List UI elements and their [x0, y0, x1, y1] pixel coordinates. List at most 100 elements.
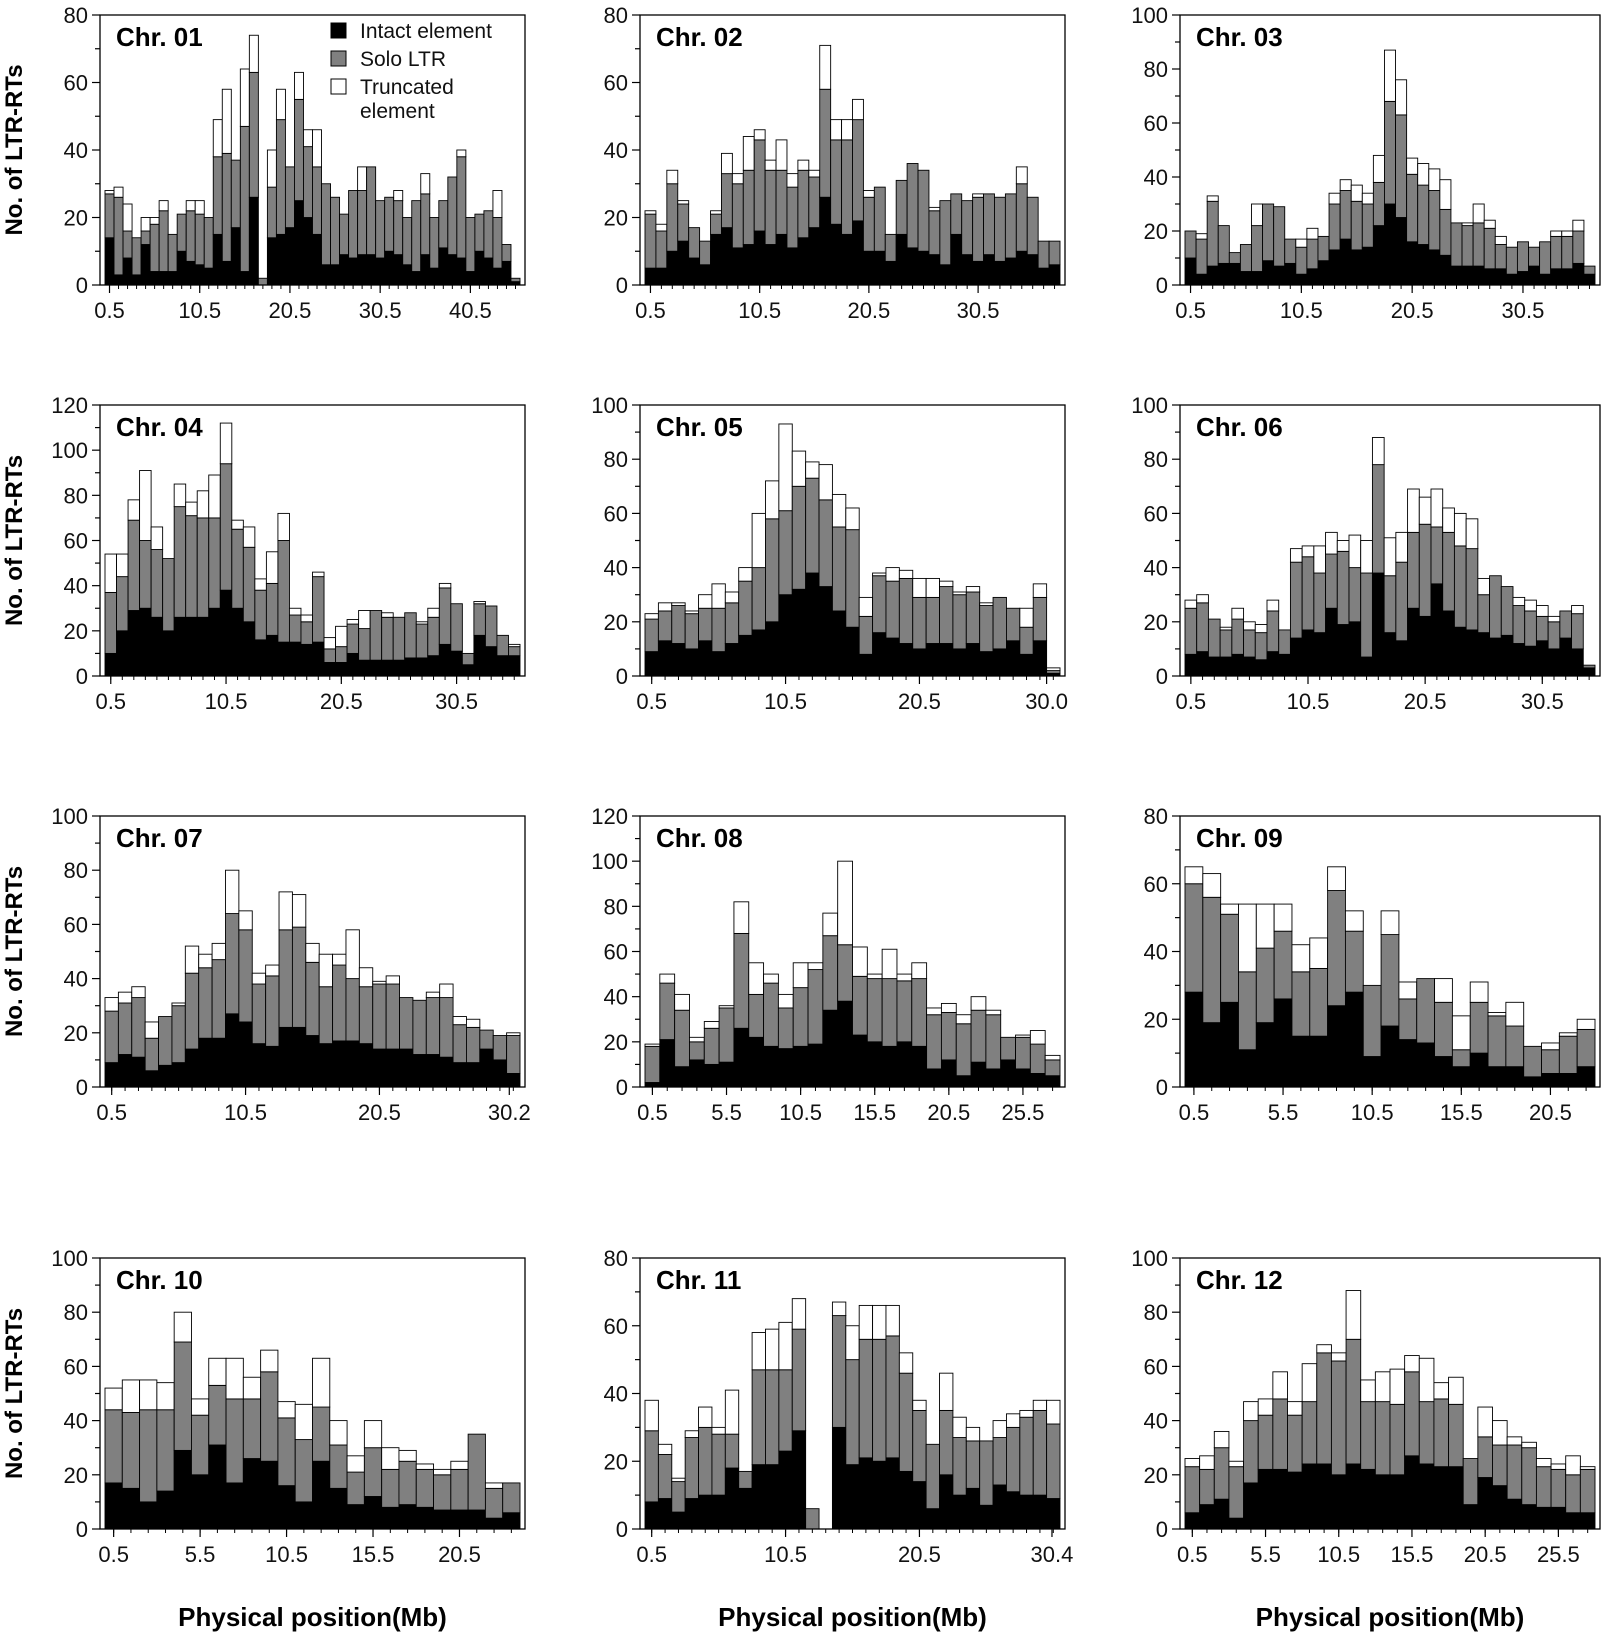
bar-intact-5 [158, 1064, 173, 1088]
bar-solo-8 [738, 580, 753, 636]
bar-truncated-19 [1395, 531, 1409, 563]
bar-intact-29 [1494, 268, 1507, 286]
bar-intact-23 [1428, 249, 1441, 286]
bar-solo-15 [1434, 1001, 1453, 1057]
bar-intact-3 [1206, 265, 1219, 286]
bar-truncated-13 [1325, 531, 1338, 555]
bar-solo-13 [1317, 235, 1330, 262]
bar-solo-13 [265, 975, 280, 1047]
bar-solo-14 [278, 929, 293, 1028]
bar-solo-1 [1184, 883, 1204, 993]
bar-solo-22 [925, 596, 940, 644]
bar-truncated-24 [985, 1009, 1002, 1016]
bar-truncated-3 [1220, 903, 1239, 915]
bar-truncated-6 [191, 1398, 210, 1416]
bar-intact-11 [277, 1485, 296, 1530]
bar-solo-14 [786, 186, 799, 249]
bar-solo-11 [1301, 556, 1315, 631]
bar-intact-7 [173, 616, 187, 677]
bar-intact-36 [1572, 262, 1585, 286]
bar-truncated-11 [194, 200, 205, 215]
bar-truncated-18 [872, 572, 887, 577]
bar-intact-26 [1550, 1506, 1567, 1530]
bar-intact-10 [225, 1013, 240, 1088]
bar-solo-30 [1505, 246, 1518, 275]
bar-solo-15 [831, 1315, 847, 1428]
y-tick-label: 80 [1144, 1300, 1168, 1325]
y-tick-label: 40 [604, 138, 628, 163]
bar-truncated-31 [1046, 667, 1061, 672]
bar-solo-12 [294, 1439, 313, 1503]
bar-intact-26 [917, 250, 930, 286]
bar-solo-1 [104, 1010, 119, 1064]
bar-solo-22 [1417, 184, 1430, 245]
bar-solo-1 [644, 213, 657, 269]
bar-intact-19 [885, 1457, 900, 1530]
bar-intact-34 [1550, 268, 1563, 286]
bar-truncated-13 [775, 139, 788, 171]
bar-truncated-25 [1465, 518, 1479, 550]
x-tick-label: 0.5 [96, 1100, 127, 1125]
bar-solo-29 [427, 616, 440, 657]
bar-solo-24 [412, 999, 427, 1055]
bar-solo-5 [698, 607, 713, 642]
bar-truncated-17 [1469, 981, 1489, 1003]
bar-intact-26 [1461, 265, 1474, 286]
chart-panel-5: 0 20 40 60 80 100 0.5 10.5 20.5 30.0 Chr. 05 [591, 393, 1068, 714]
bar-solo-11 [1362, 984, 1382, 1057]
bar-intact-21 [335, 662, 348, 677]
bar-intact-24 [952, 1494, 967, 1530]
bar-truncated-9 [1301, 1363, 1318, 1403]
bar-solo-30 [1032, 596, 1048, 642]
bar-truncated-31 [506, 1032, 521, 1036]
bar-solo-34 [484, 605, 498, 648]
bar-solo-1 [104, 1409, 123, 1484]
legend-swatch-intact [330, 22, 347, 39]
bar-solo-19 [1395, 561, 1409, 642]
bar-truncated-23 [484, 1482, 504, 1489]
bar-truncated-7 [724, 591, 740, 604]
bar-truncated-3 [674, 993, 690, 1011]
bar-intact-23 [1576, 1066, 1596, 1088]
bar-solo-20 [898, 1372, 914, 1472]
bar-truncated-9 [211, 942, 226, 961]
bar-intact-20 [1462, 1504, 1479, 1530]
x-tick-label: 10.5 [764, 1542, 807, 1567]
chart-panel-7: 0 20 40 60 80 100 0.5 10.5 20.5 30.2 Chr. 07 [51, 804, 530, 1125]
x-tick-label: 15.5 [352, 1542, 395, 1567]
bar-solo-6 [699, 240, 711, 266]
bar-solo-17 [248, 71, 259, 198]
bar-solo-15 [1389, 1403, 1406, 1476]
bar-solo-37 [1583, 265, 1596, 275]
bar-solo-9 [1278, 629, 1291, 655]
bar-solo-8 [748, 993, 765, 1038]
y-tick-label: 0 [76, 273, 88, 298]
bar-intact-12 [1345, 1463, 1362, 1530]
bar-intact-3 [666, 250, 679, 286]
bar-truncated-13 [312, 1357, 331, 1408]
bar-solo-13 [822, 935, 839, 1011]
bar-intact-1 [104, 237, 115, 286]
bar-truncated-40 [456, 149, 467, 158]
bar-solo-2 [116, 576, 129, 632]
bar-solo-12 [1306, 238, 1319, 270]
x-tick-label: 20.5 [320, 689, 363, 714]
bar-solo-13 [805, 1508, 820, 1530]
bar-solo-4 [684, 1437, 699, 1499]
x-tick-label: 20.5 [1404, 689, 1447, 714]
bar-solo-2 [1202, 896, 1222, 1024]
bar-truncated-13 [212, 119, 223, 158]
x-tick-label: 20.5 [898, 689, 941, 714]
bar-truncated-11 [1330, 1352, 1347, 1362]
bar-intact-2 [117, 1054, 133, 1088]
bar-truncated-9 [751, 1332, 766, 1371]
bar-truncated-12 [791, 450, 807, 487]
bar-intact-6 [711, 651, 726, 677]
bar-truncated-20 [1407, 488, 1420, 533]
bar-truncated-14 [818, 464, 833, 501]
bar-truncated-7 [208, 1357, 227, 1386]
bar-solo-4 [131, 237, 142, 276]
y-tick-label: 0 [76, 1075, 88, 1100]
y-tick-label: 40 [64, 1409, 88, 1434]
bar-solo-21 [1418, 523, 1432, 617]
